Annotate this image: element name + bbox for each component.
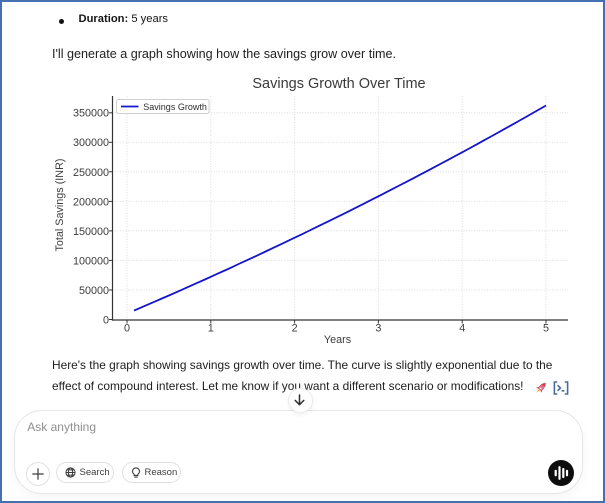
svg-text:Total Savings (INR): Total Savings (INR) [54, 158, 66, 251]
svg-text:5: 5 [543, 322, 549, 334]
svg-text:Savings Growth Over Time: Savings Growth Over Time [252, 76, 425, 92]
svg-text:1: 1 [208, 322, 214, 334]
svg-text:3: 3 [375, 322, 381, 334]
svg-text:100000: 100000 [73, 255, 109, 267]
svg-text:150000: 150000 [73, 226, 109, 238]
svg-text:250000: 250000 [73, 167, 109, 179]
svg-text:4: 4 [459, 322, 465, 334]
svg-text:200000: 200000 [73, 196, 109, 208]
svg-text:0: 0 [124, 322, 130, 334]
svg-text:Savings Growth: Savings Growth [143, 102, 207, 112]
svg-text:Years: Years [324, 334, 352, 346]
svg-text:50000: 50000 [79, 285, 109, 297]
svg-text:350000: 350000 [73, 108, 109, 120]
svg-text:0: 0 [103, 314, 109, 326]
svg-text:300000: 300000 [73, 137, 109, 149]
svg-text:2: 2 [292, 322, 298, 334]
